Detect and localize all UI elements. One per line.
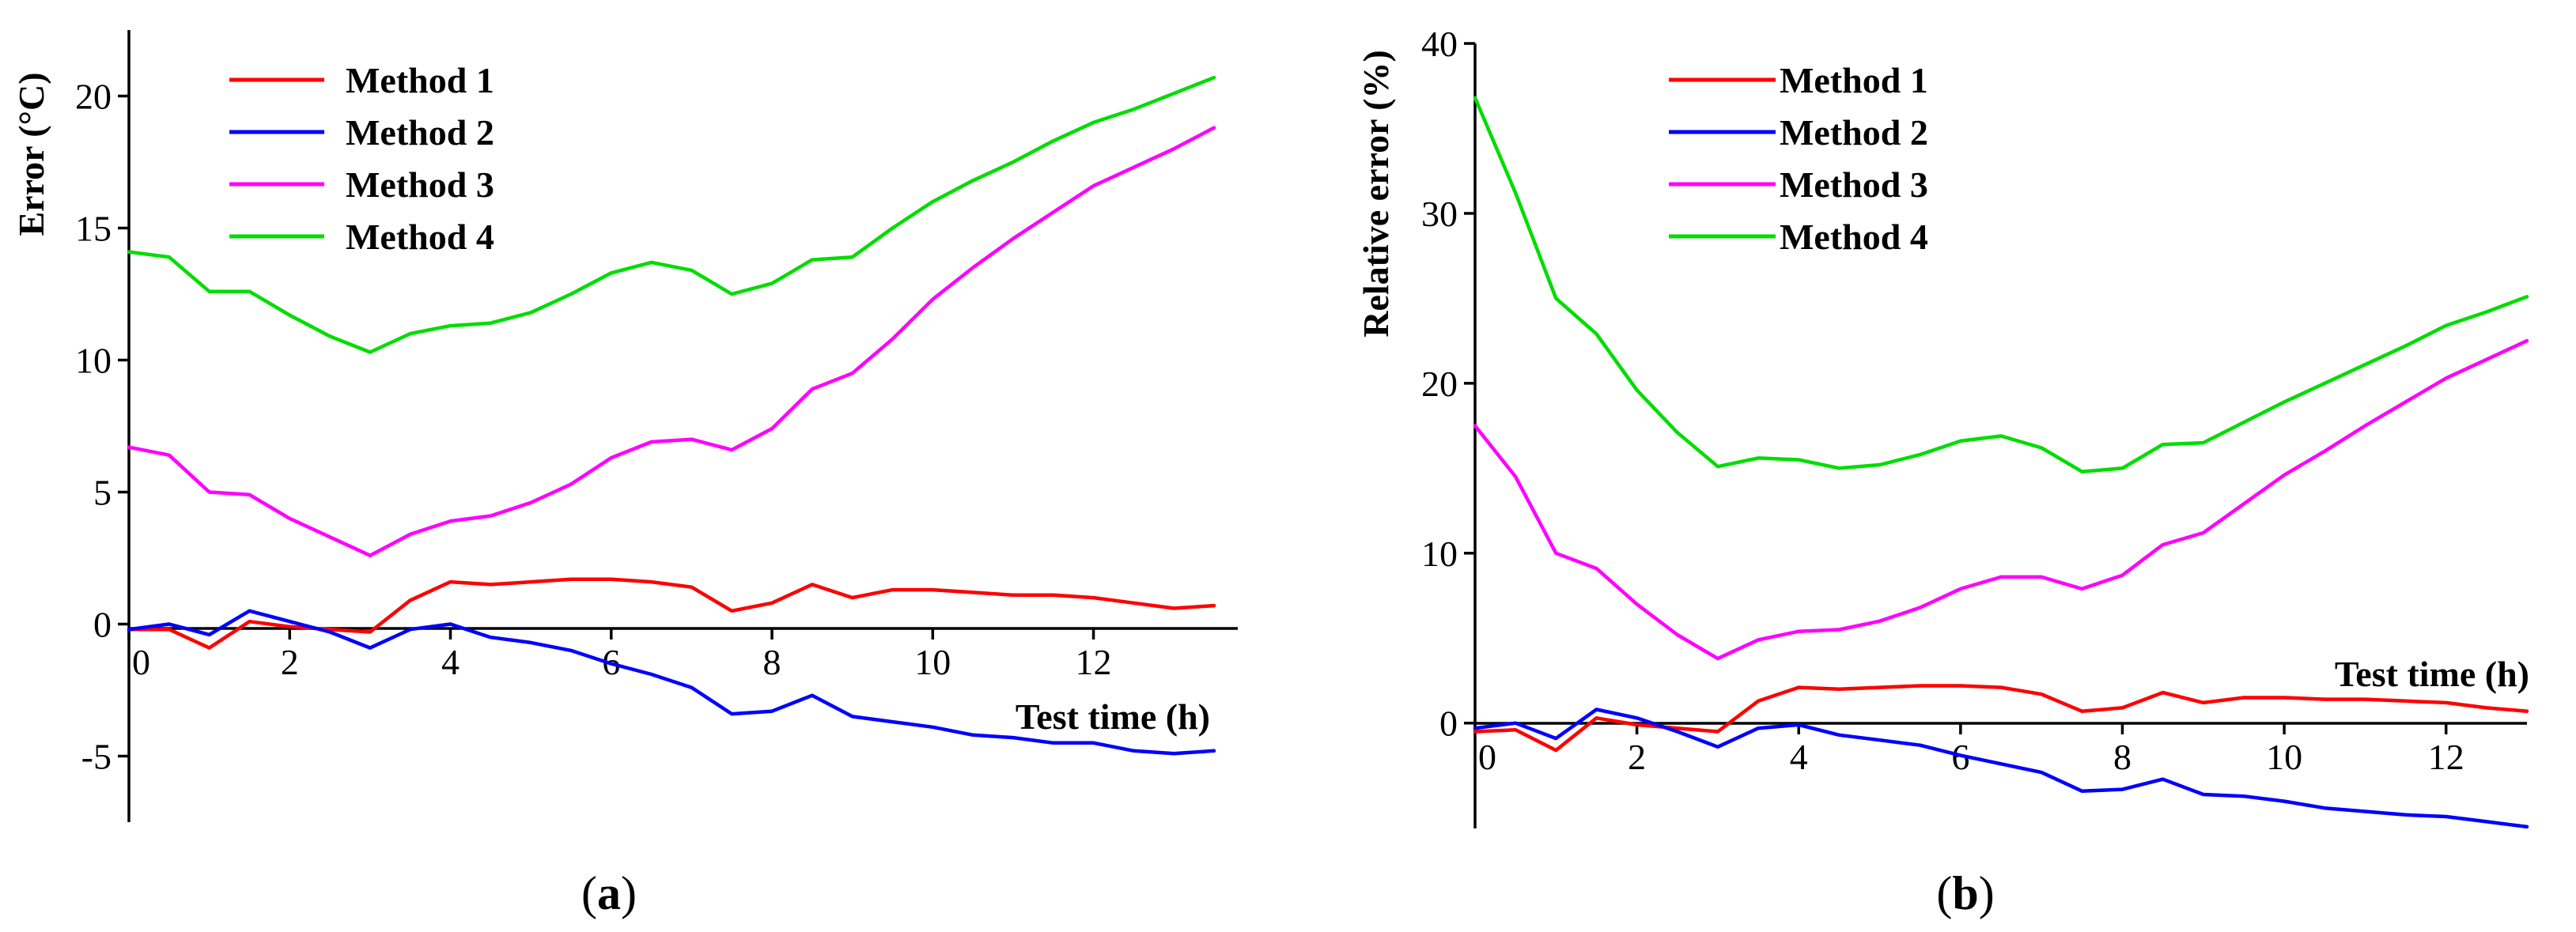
x-tick-label: 8 — [763, 642, 781, 682]
y-tick-label: 0 — [1439, 704, 1458, 744]
y-tick-label: 30 — [1421, 194, 1458, 234]
legend: Method 1 Method 2 Method 3 Method 4 — [229, 60, 494, 257]
legend-label: Method 1 — [1780, 60, 1928, 100]
series-lines — [127, 75, 1216, 756]
x-tick-label: 2 — [281, 642, 299, 682]
y-tick-label: 20 — [75, 77, 112, 117]
x-tick-labels: 0 2 4 6 8 10 12 — [132, 642, 1112, 682]
series-line-method-1 — [1473, 684, 2529, 753]
x-tick-label: 4 — [441, 642, 460, 682]
y-tick-label: 5 — [93, 473, 112, 513]
x-tick-label: 2 — [1628, 737, 1646, 777]
y-tick-labels: 0 10 20 30 40 — [1421, 24, 1458, 744]
legend-label: Method 4 — [346, 217, 494, 257]
series-line-method-2 — [1473, 707, 2529, 829]
y-tick-label: 15 — [75, 209, 112, 249]
series-line-method-4 — [1473, 96, 2529, 474]
series-line-method-4 — [127, 75, 1216, 354]
panel-label-b: (b) — [1936, 867, 1994, 919]
y-tick-labels: -5 0 5 10 15 20 — [75, 77, 112, 777]
series-line-method-3 — [1473, 338, 2529, 661]
x-axis-title: Test time (h) — [2335, 654, 2529, 694]
x-tick-label: 8 — [2113, 737, 2132, 777]
x-tick-label: 0 — [1478, 737, 1496, 777]
x-tick-label: 12 — [1076, 642, 1112, 682]
y-tick-marks — [1464, 42, 1475, 725]
legend-label: Method 4 — [1780, 217, 1928, 257]
legend-label: Method 3 — [346, 164, 494, 205]
legend-label: Method 2 — [1780, 112, 1928, 153]
y-tick-marks — [118, 94, 129, 758]
x-tick-label: 12 — [2428, 737, 2464, 777]
x-tick-label: 0 — [132, 642, 150, 682]
legend-label: Method 1 — [346, 60, 494, 100]
panel-letter-b: b — [1952, 867, 1978, 919]
x-tick-marks — [127, 628, 1095, 640]
x-tick-marks — [1473, 723, 2448, 734]
x-tick-label: 10 — [2266, 737, 2302, 777]
y-tick-label: 20 — [1421, 364, 1458, 404]
y-tick-label: 10 — [1421, 534, 1458, 574]
y-tick-label: 10 — [75, 341, 112, 381]
series-lines — [1473, 96, 2529, 829]
x-axis-title: Test time (h) — [1016, 696, 1210, 737]
panel-letter-a: a — [597, 867, 621, 919]
y-tick-label: 0 — [93, 605, 112, 645]
y-axis-title: Error (°C) — [11, 72, 51, 236]
legend: Method 1 Method 2 Method 3 Method 4 — [1669, 60, 1928, 257]
series-line-method-2 — [127, 609, 1216, 756]
legend-label: Method 3 — [1780, 164, 1928, 205]
panel-label-a: (a) — [581, 867, 637, 919]
x-tick-label: 10 — [914, 642, 951, 682]
x-tick-labels: 0 2 4 6 8 10 12 — [1478, 737, 2464, 777]
y-tick-label: 40 — [1421, 24, 1458, 64]
y-axis-title: Relative error (%) — [1356, 50, 1396, 338]
legend-label: Method 2 — [346, 112, 494, 153]
x-tick-label: 4 — [1790, 737, 1808, 777]
series-line-method-1 — [127, 577, 1216, 650]
y-tick-label: -5 — [81, 737, 112, 777]
series-line-method-3 — [127, 126, 1216, 557]
